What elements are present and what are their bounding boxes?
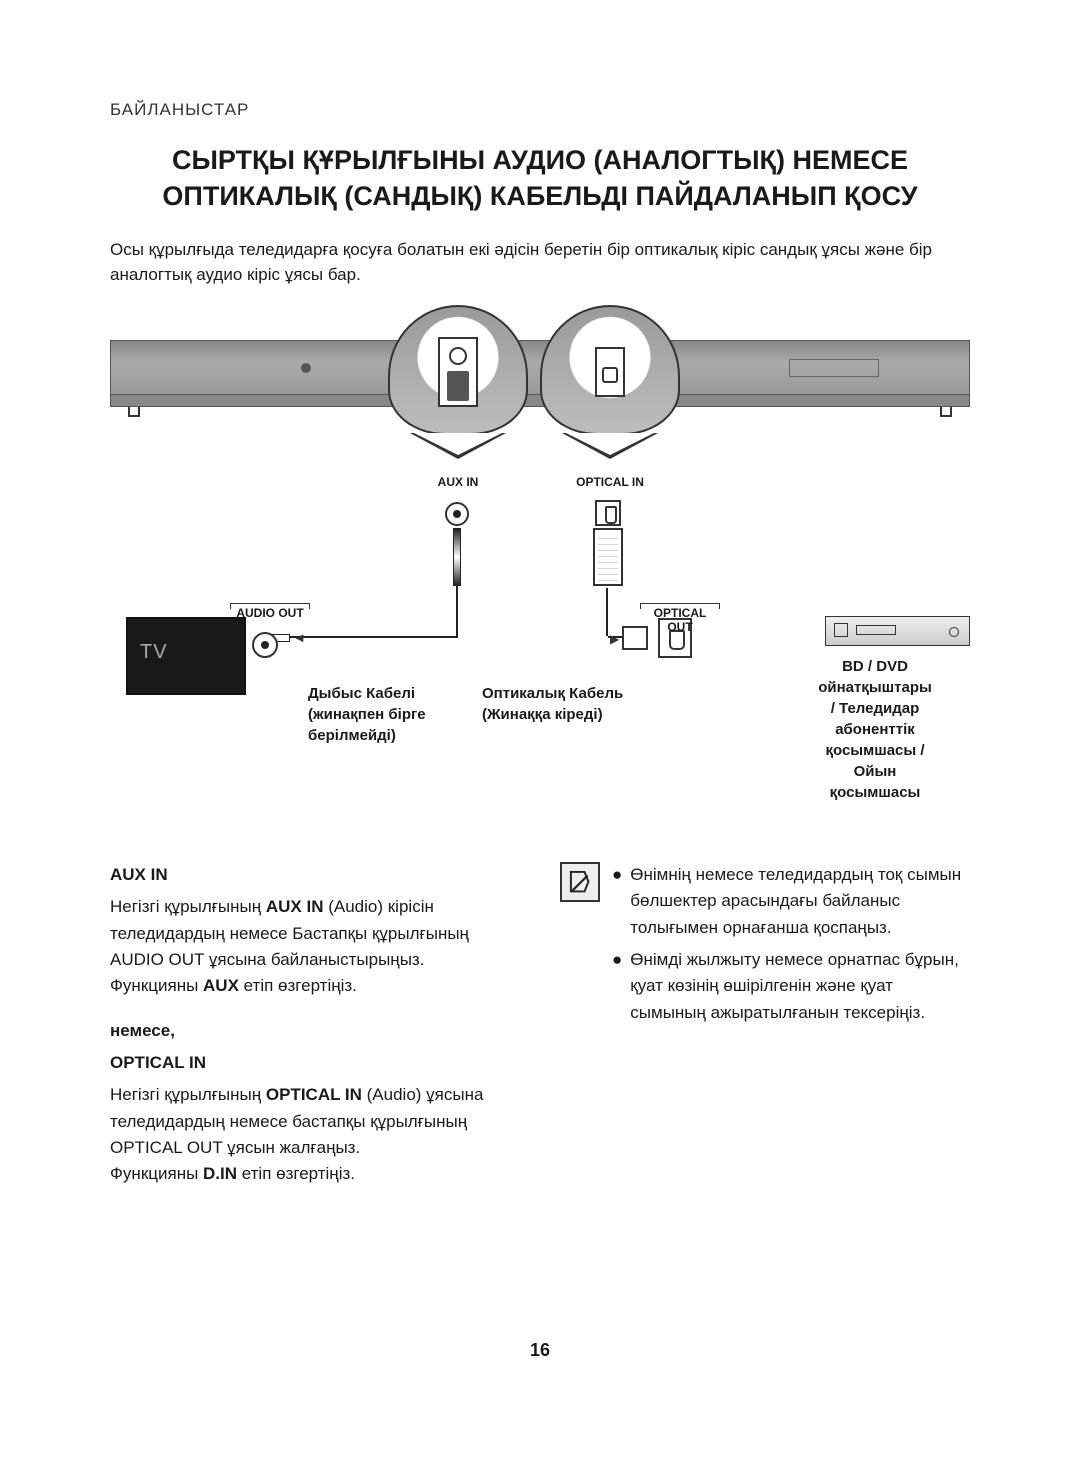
- page-number: 16: [0, 1340, 1080, 1361]
- optical-in-port-label: OPTICAL IN: [550, 475, 670, 489]
- aux-function-note: Функцияны AUX етіп өзгертіңіз.: [110, 973, 520, 999]
- optical-out-label: OPTICAL OUT: [640, 603, 720, 634]
- tv-graphic: TV: [126, 617, 246, 695]
- aux-port-callout: [388, 305, 528, 470]
- aux-cable-label: Дыбыс Кабелі (жинақпен бірге берілмейді): [308, 683, 488, 746]
- optical-cable-body-icon: [593, 528, 623, 586]
- tv-label: TV: [128, 619, 244, 664]
- aux-in-paragraph: Негізгі құрылғының AUX IN (Audio) кірісі…: [110, 894, 520, 973]
- aux-in-port-label: AUX IN: [398, 475, 518, 489]
- left-column: AUX IN Негізгі құрылғының AUX IN (Audio)…: [110, 862, 520, 1188]
- bd-dvd-device-icon: [825, 616, 970, 646]
- page-title: СЫРТҚЫ ҚҰРЫЛҒЫНЫ АУДИО (АНАЛОГТЫҚ) НЕМЕС…: [110, 142, 970, 215]
- mount-bracket-right-icon: [940, 407, 952, 417]
- optical-port-icon: [595, 347, 625, 397]
- soundbar-panel-icon: [789, 359, 879, 377]
- title-line-1: СЫРТҚЫ ҚҰРЫЛҒЫНЫ АУДИО (АНАЛОГТЫҚ) НЕМЕС…: [172, 145, 908, 175]
- tv-audio-out-jack-icon: [252, 632, 278, 658]
- aux-connector-top-icon: [445, 502, 469, 526]
- caution-icon: [560, 862, 600, 902]
- aux-plug-icon: [453, 528, 461, 586]
- intro-paragraph: Осы құрылғыда теледидарға қосуға болатын…: [110, 237, 970, 288]
- caution-bullet-1: ● Өнімнің немесе теледидардың тоқ сымын …: [612, 862, 970, 941]
- soundbar-dot-left-icon: [301, 363, 311, 373]
- optical-in-paragraph: Негізгі құрылғының OPTICAL IN (Audio) ұя…: [110, 1082, 520, 1161]
- optical-cable-vertical: [606, 588, 608, 636]
- optical-cable-label: Оптикалық Кабель (Жинаққа кіреді): [482, 683, 682, 725]
- optical-connector-top-icon: [595, 500, 621, 526]
- aux-cable-vertical: [456, 586, 458, 636]
- title-line-2: ОПТИКАЛЫҚ (САНДЫҚ) КАБЕЛЬДІ ПАЙДАЛАНЫП Қ…: [162, 181, 917, 211]
- aux-in-heading: AUX IN: [110, 862, 520, 888]
- optical-function-note: Функцияны D.IN етіп өзгертіңіз.: [110, 1161, 520, 1187]
- mount-bracket-left-icon: [128, 407, 140, 417]
- optical-port-callout: [540, 305, 680, 470]
- or-label: немесе,: [110, 1018, 520, 1044]
- connection-diagram: AUX IN OPTICAL IN AUDIO OUT OPTICAL OUT …: [110, 300, 970, 840]
- section-label: БАЙЛАНЫСТАР: [110, 100, 970, 120]
- aux-port-icon: [438, 337, 478, 407]
- right-column: ● Өнімнің немесе теледидардың тоқ сымын …: [560, 862, 970, 1188]
- optical-in-heading: OPTICAL IN: [110, 1050, 520, 1076]
- bd-dvd-label: BD / DVD ойнатқыштары / Теледидар абонен…: [780, 656, 970, 803]
- caution-bullet-2: ● Өнімді жылжыту немесе орнатпас бұрын, …: [612, 947, 970, 1026]
- aux-cable-horizontal: [286, 636, 458, 638]
